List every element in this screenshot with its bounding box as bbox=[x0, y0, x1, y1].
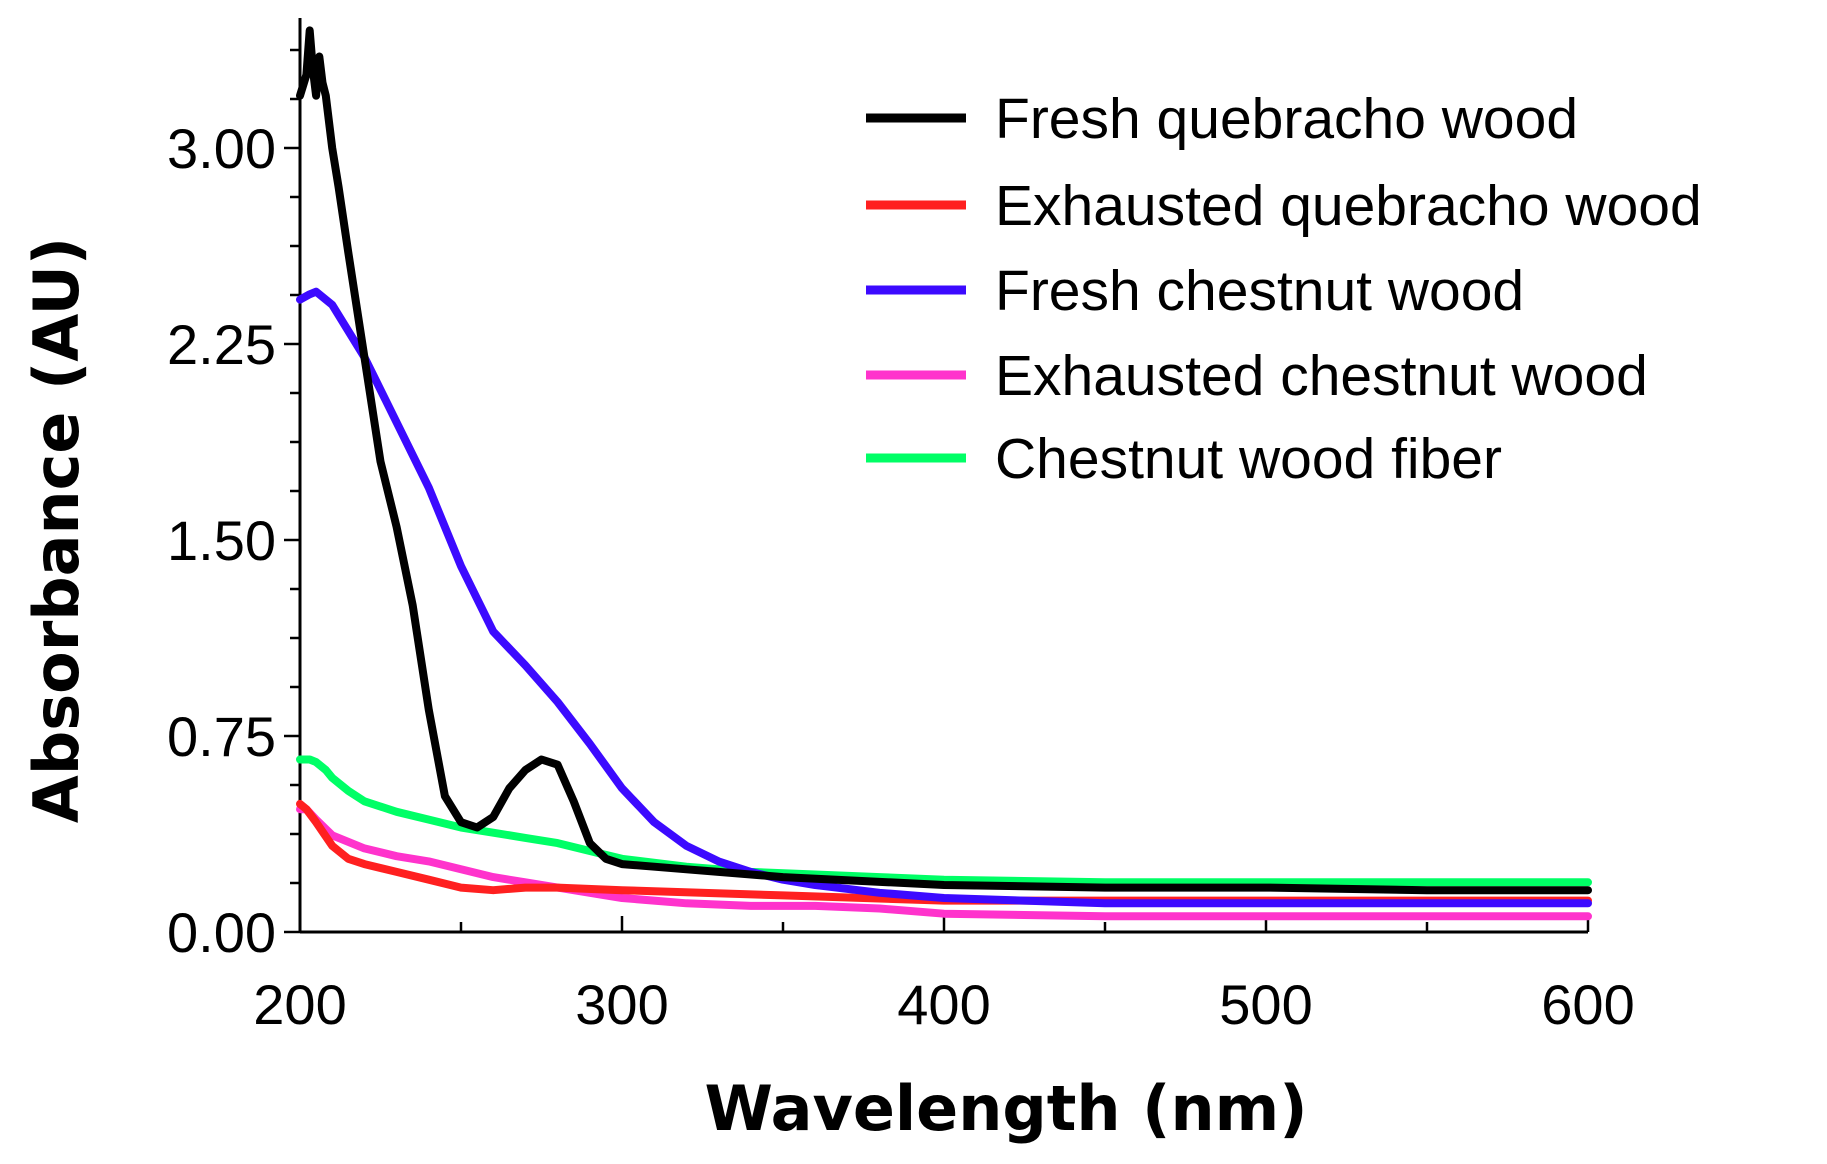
legend-label: Exhausted chestnut wood bbox=[995, 344, 1648, 408]
legend-label: Fresh chestnut wood bbox=[995, 259, 1524, 323]
x-tick-label: 500 bbox=[1219, 973, 1312, 1036]
y-tick-label: 3.00 bbox=[167, 117, 276, 180]
legend-label: Fresh quebracho wood bbox=[995, 87, 1578, 151]
legend-label: Exhausted quebracho wood bbox=[995, 174, 1702, 238]
x-tick-label: 600 bbox=[1541, 973, 1634, 1036]
x-axis-title: Wavelength (nm) bbox=[704, 1072, 1307, 1145]
y-axis-title: Absorbance (AU) bbox=[20, 237, 93, 823]
y-tick-label: 2.25 bbox=[167, 313, 276, 376]
legend-label: Chestnut wood fiber bbox=[995, 427, 1502, 491]
y-tick-label: 0.00 bbox=[167, 901, 276, 964]
x-tick-label: 200 bbox=[253, 973, 346, 1036]
y-tick-label: 0.75 bbox=[167, 705, 276, 768]
series-line-fresh-quebracho-wood bbox=[296, 26, 1592, 895]
y-tick-label: 1.50 bbox=[167, 509, 276, 572]
x-tick-label: 400 bbox=[897, 973, 990, 1036]
series-line-chestnut-wood-fiber bbox=[296, 755, 1592, 887]
x-tick-label: 300 bbox=[575, 973, 668, 1036]
